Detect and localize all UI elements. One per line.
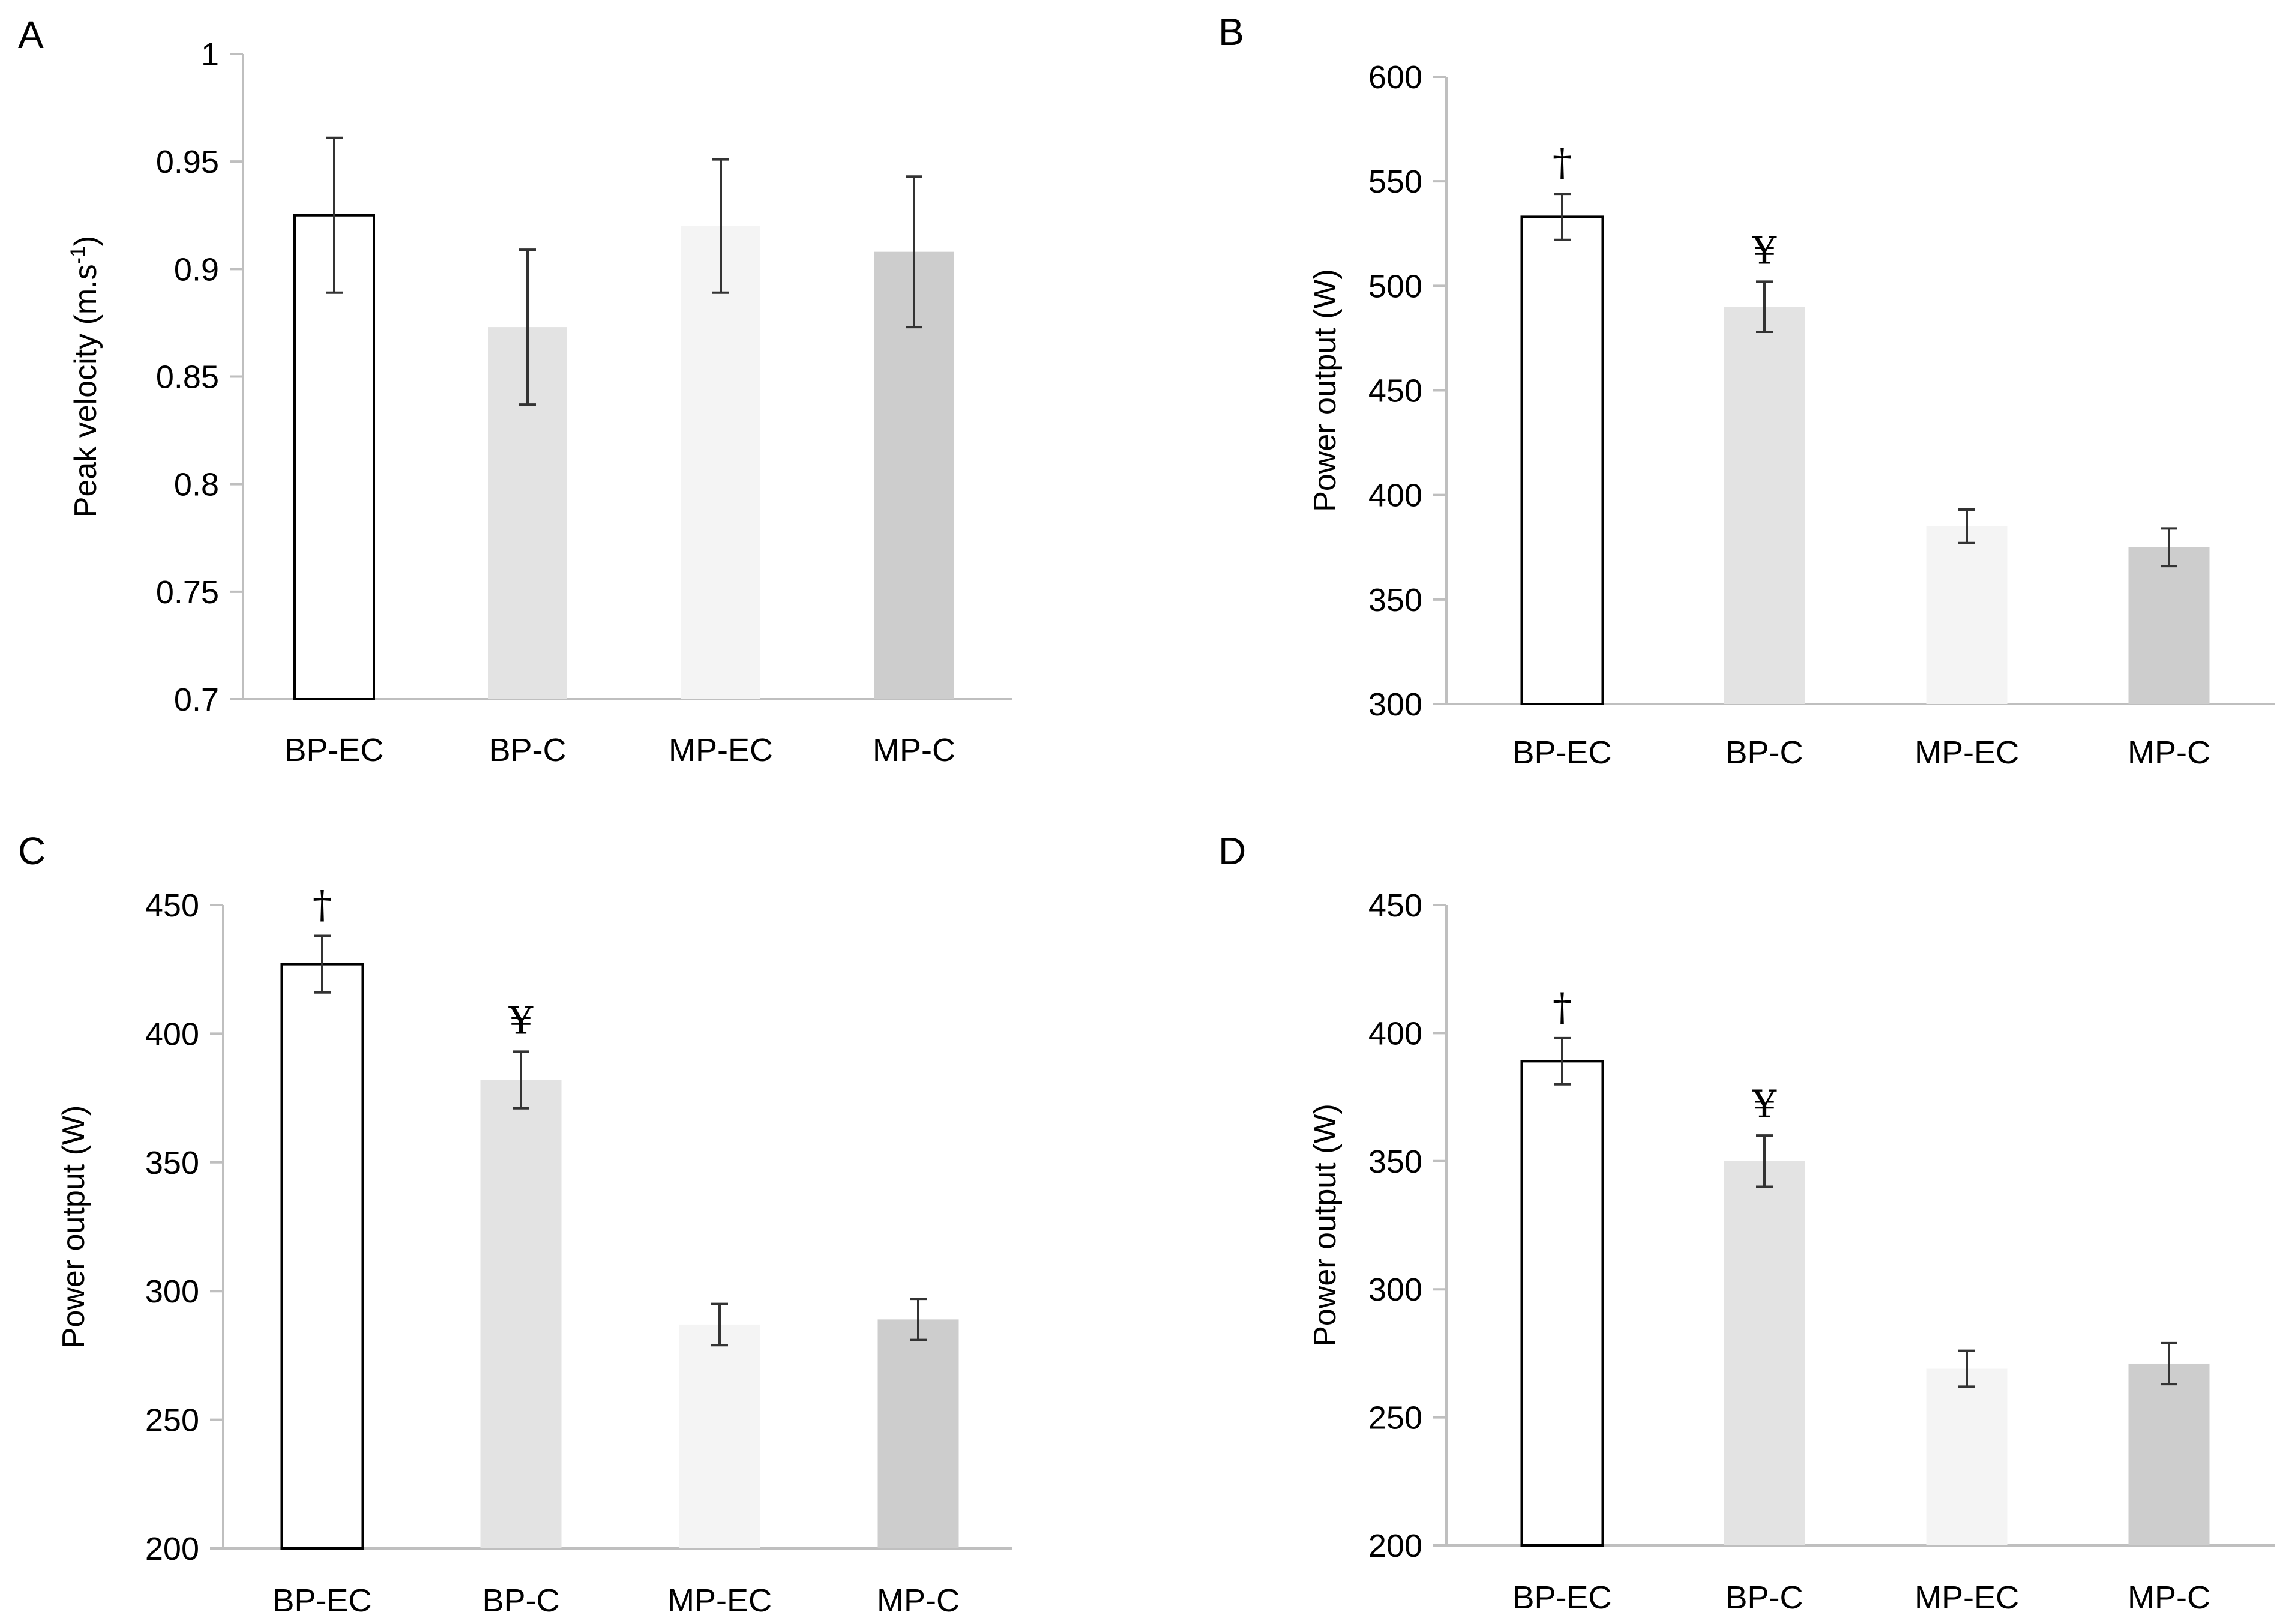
x-tick-label: BP-C: [482, 1583, 559, 1619]
y-tick-label: 500: [1368, 268, 1422, 304]
y-axis-title-end: ): [68, 236, 103, 246]
y-axis-title: Peak velocity (m.s-1): [67, 236, 103, 517]
significance-mark: ¥: [1752, 229, 1777, 273]
significance-mark: †: [313, 883, 332, 927]
y-tick-label: 0.9: [174, 251, 219, 287]
x-tick-label: MP-C: [873, 732, 955, 768]
panel-letter: A: [18, 13, 44, 56]
y-tick-label: 600: [1368, 59, 1422, 95]
bar-mp-c: [2128, 1363, 2210, 1545]
chart-panel-c: C 200 250 300 350 400 450 Power output (W) BP-EC…: [18, 829, 1012, 1619]
y-tick-label: 1: [201, 37, 219, 73]
y-tick-label: 450: [145, 888, 199, 924]
y-tick-label: 400: [145, 1016, 199, 1052]
panel-letter: B: [1218, 10, 1244, 53]
panel-letter: C: [18, 829, 46, 873]
bar-mp-c: [2128, 547, 2210, 704]
y-tick-label: 300: [1368, 687, 1422, 723]
chart-panel-a: A 0.7 0.75 0.8 0.85 0.9 0.95 1 Peak velocity (m.…: [18, 13, 1012, 768]
y-tick-label: 350: [1368, 582, 1422, 618]
significance-mark: ¥: [508, 999, 534, 1043]
significance-mark: ¥: [1752, 1083, 1777, 1127]
y-tick-label: 0.8: [174, 467, 219, 503]
significance-mark: †: [1553, 141, 1572, 185]
y-tick-label: 350: [145, 1145, 199, 1181]
y-tick-label: 450: [1368, 888, 1422, 924]
bar-mp-ec: [1926, 1368, 2008, 1545]
bar-mp-c: [877, 1319, 959, 1548]
bar-bp-ec: [293, 214, 375, 700]
bar-bp-ec: [1520, 1060, 1604, 1547]
y-tick-label: 200: [1368, 1528, 1422, 1564]
x-tick-label: MP-EC: [669, 732, 773, 768]
y-tick-label: 350: [1368, 1144, 1422, 1180]
x-tick-label: MP-C: [2128, 1580, 2210, 1616]
x-tick-label: BP-C: [489, 732, 566, 768]
bar-bp-c: [1724, 1161, 1805, 1545]
bar-bp-ec: [1520, 215, 1604, 705]
y-tick-label: 250: [145, 1403, 199, 1439]
x-tick-label: BP-C: [1725, 735, 1803, 771]
y-tick-label: 200: [145, 1531, 199, 1567]
x-tick-label: BP-EC: [1512, 1580, 1611, 1616]
bar-bp-ec: [280, 963, 364, 1550]
bar-bp-c: [1724, 307, 1805, 705]
y-tick-label: 300: [145, 1274, 199, 1310]
bar-mp-ec: [681, 226, 760, 700]
y-tick-label: 300: [1368, 1272, 1422, 1308]
y-tick-label: 0.95: [156, 144, 219, 180]
x-tick-label: MP-EC: [667, 1583, 772, 1619]
y-tick-label: 550: [1368, 164, 1422, 200]
y-tick-label: 450: [1368, 373, 1422, 409]
x-tick-label: BP-C: [1725, 1580, 1803, 1616]
x-tick-label: MP-EC: [1915, 1580, 2019, 1616]
chart-panel-b: B 300 350 400 450 500 550 600 Power output (W) BP…: [1218, 10, 2275, 771]
y-axis-title: Power output (W): [56, 1105, 91, 1349]
y-tick-label: 0.75: [156, 574, 219, 610]
panel-letter: D: [1218, 829, 1246, 873]
x-tick-label: MP-EC: [1915, 735, 2019, 771]
bar-mp-ec: [679, 1324, 760, 1548]
x-tick-label: MP-C: [877, 1583, 960, 1619]
y-tick-label: 0.7: [174, 682, 219, 718]
chart-panel-d: D 200 250 300 350 400 450 Power output (W) BP-EC…: [1218, 829, 2275, 1616]
y-tick-label: 250: [1368, 1400, 1422, 1436]
significance-mark: †: [1553, 985, 1572, 1030]
y-axis-title: Power output (W): [1308, 269, 1343, 512]
bar-mp-ec: [1926, 526, 2008, 704]
x-tick-label: MP-C: [2128, 735, 2210, 771]
y-axis-title-superscript: -1: [67, 246, 89, 264]
x-tick-label: BP-EC: [1512, 735, 1611, 771]
bar-bp-c: [480, 1080, 562, 1548]
y-tick-label: 0.85: [156, 359, 219, 395]
x-tick-label: BP-EC: [272, 1583, 371, 1619]
y-tick-label: 400: [1368, 478, 1422, 514]
y-tick-label: 400: [1368, 1015, 1422, 1051]
x-tick-label: BP-EC: [284, 732, 384, 768]
y-axis-title: Power output (W): [1308, 1104, 1343, 1347]
